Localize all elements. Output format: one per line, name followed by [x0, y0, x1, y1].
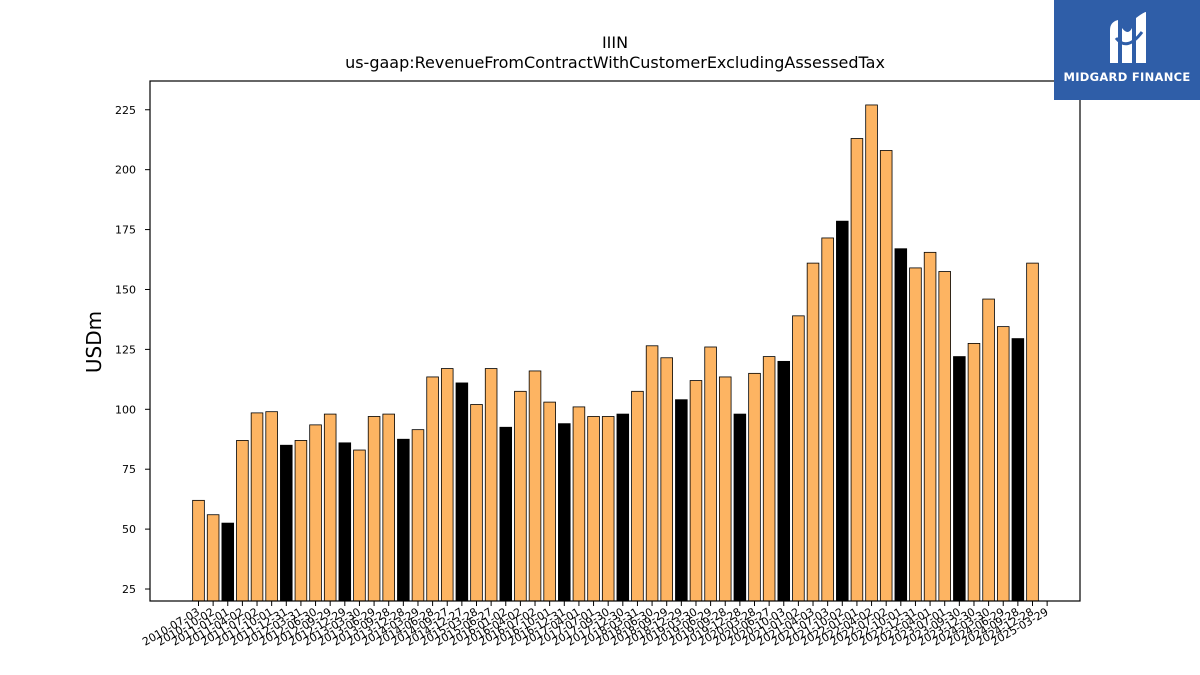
bar [367, 416, 381, 602]
bar [221, 522, 235, 602]
bar [762, 356, 776, 602]
plot-frame [149, 80, 1081, 602]
chart-title: IIIN [602, 33, 628, 52]
logo-text: MIDGARD FINANCE [1063, 70, 1191, 84]
bar [572, 406, 586, 602]
bar [353, 449, 366, 602]
bar [616, 413, 630, 602]
bar [836, 220, 849, 602]
y-tick-label: 75 [122, 463, 136, 476]
bar [323, 413, 337, 602]
bar [250, 412, 264, 602]
bar [382, 413, 395, 602]
bar [455, 382, 469, 602]
bar [806, 262, 820, 602]
bar [543, 401, 556, 602]
bar [470, 404, 483, 602]
bar [206, 514, 220, 602]
x-ticks: 2010-07-032010-10-022011-01-012011-04-02… [140, 601, 1051, 649]
y-ticks: 25 50 75 100 125 150 175 200 225 [115, 104, 150, 596]
bar [792, 315, 805, 602]
y-axis-label: USDm [82, 311, 106, 373]
bar [280, 444, 293, 602]
bar [821, 237, 834, 602]
bar [236, 440, 249, 602]
bar [733, 413, 747, 602]
bar [309, 424, 322, 602]
bar [689, 380, 703, 602]
bar [909, 267, 922, 602]
bar [338, 442, 352, 602]
bar [982, 298, 995, 602]
bar [748, 372, 761, 602]
y-tick-label: 50 [122, 523, 136, 536]
y-tick-label: 150 [115, 283, 136, 296]
bar [938, 271, 951, 602]
bar [528, 370, 542, 602]
brand-logo: MIDGARD FINANCE [1054, 0, 1200, 100]
bar [1011, 338, 1025, 602]
bar [704, 346, 717, 602]
bar [631, 390, 644, 602]
y-tick-label: 200 [115, 164, 136, 177]
bar [777, 360, 791, 602]
bar [411, 429, 425, 602]
bar [440, 368, 454, 602]
bar [587, 416, 600, 602]
bar [718, 376, 732, 602]
bar [850, 138, 864, 602]
bar [514, 390, 527, 602]
bar [265, 411, 278, 602]
bar [499, 426, 513, 602]
bars-layer [192, 104, 1039, 602]
bar [484, 368, 498, 602]
y-tick-label: 125 [115, 343, 136, 356]
midgard-logo-icon [1110, 12, 1146, 63]
bar [879, 150, 893, 602]
bar [192, 499, 205, 602]
y-tick-label: 175 [115, 224, 136, 237]
bar [953, 356, 966, 602]
bar [923, 251, 937, 602]
y-tick-label: 225 [115, 104, 136, 117]
bar [601, 416, 615, 602]
bar [894, 248, 908, 602]
bar [426, 376, 439, 602]
chart-subtitle: us-gaap:RevenueFromContractWithCustomerE… [345, 53, 885, 72]
bar [675, 399, 688, 602]
bar [294, 440, 308, 602]
bar [1026, 262, 1039, 602]
bar [558, 423, 571, 602]
bar [397, 438, 410, 602]
y-tick-label: 25 [122, 583, 136, 596]
bar [660, 357, 673, 602]
bar [967, 342, 981, 602]
y-tick-label: 100 [115, 403, 136, 416]
bar [996, 326, 1010, 602]
bar [865, 104, 878, 602]
bar [645, 345, 659, 602]
